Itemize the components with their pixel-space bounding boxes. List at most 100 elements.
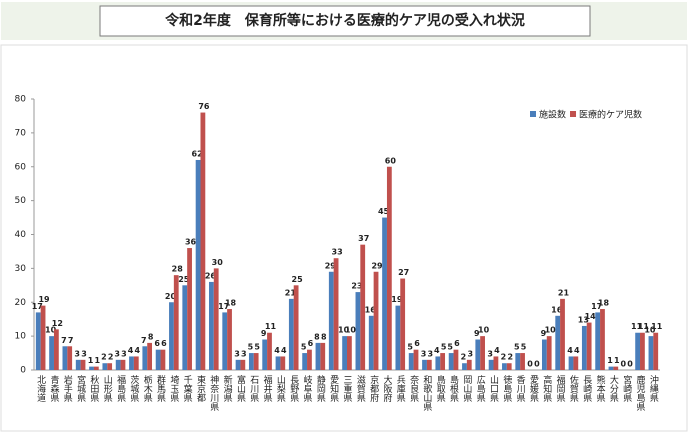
- x-tick-label: 長野県: [288, 375, 299, 403]
- bar: [115, 359, 121, 370]
- bar: [493, 356, 499, 370]
- data-label: 10: [478, 326, 490, 335]
- data-label: 60: [385, 156, 397, 165]
- bar: [280, 356, 286, 370]
- y-tick-label: 30: [15, 264, 27, 274]
- x-tick-label: 埼玉県: [168, 374, 179, 403]
- x-tick-label: 岩手県: [62, 374, 73, 403]
- data-label: 25: [178, 275, 190, 284]
- bar: [555, 315, 561, 370]
- bar: [102, 363, 108, 370]
- data-label: 45: [378, 207, 390, 216]
- x-tick-label: 鹿児島県: [635, 374, 646, 412]
- bar: [288, 298, 294, 370]
- bar: [475, 339, 481, 370]
- data-label: 17: [32, 302, 43, 311]
- x-tick-label: 沖縄県: [648, 374, 659, 403]
- x-tick-label: 長崎県: [581, 375, 592, 403]
- bar: [173, 275, 179, 370]
- x-tick-label: 山口県: [488, 375, 499, 403]
- bar: [422, 359, 427, 370]
- bar: [488, 359, 494, 370]
- data-label: 30: [212, 258, 224, 267]
- x-tick-label: 宮城県: [75, 374, 86, 403]
- bar: [440, 353, 446, 370]
- bar: [541, 339, 547, 370]
- x-tick-label: 香川県: [515, 375, 526, 403]
- bar: [502, 363, 507, 370]
- data-label: 19: [38, 295, 50, 304]
- data-label: 8: [314, 332, 320, 341]
- data-label: 0: [534, 360, 540, 369]
- data-label: 6: [454, 339, 460, 348]
- bar: [480, 336, 485, 370]
- data-label: 10: [338, 326, 350, 335]
- bar: [89, 366, 94, 370]
- data-label: 11: [638, 322, 650, 331]
- bar: [408, 353, 414, 370]
- bar: [248, 353, 254, 370]
- bar: [200, 112, 206, 371]
- bar: [613, 366, 619, 370]
- x-tick-label: 和歌山県: [421, 375, 432, 412]
- y-tick-label: 60: [15, 162, 27, 172]
- bar: [195, 159, 201, 370]
- bar: [653, 332, 659, 370]
- bar: [40, 305, 46, 370]
- bar: [75, 359, 81, 370]
- x-tick-label: 新潟県: [222, 374, 233, 403]
- data-label: 6: [161, 339, 167, 348]
- data-label: 2: [101, 353, 107, 362]
- data-label: 23: [351, 282, 362, 291]
- data-label: 11: [651, 322, 663, 331]
- x-tick-label: 群馬県: [155, 374, 166, 403]
- bar: [182, 285, 188, 370]
- x-tick-label: 石川県: [248, 375, 259, 403]
- x-tick-label: 栃木県: [142, 374, 153, 403]
- data-label: 4: [434, 346, 440, 355]
- bar: [213, 268, 219, 370]
- x-tick-label: 徳島県: [501, 374, 512, 403]
- data-label: 3: [114, 349, 120, 358]
- data-label: 9: [261, 329, 267, 338]
- x-tick-label: 福岡県: [555, 374, 566, 403]
- x-tick-label: 山形県: [102, 375, 113, 403]
- bar: [347, 336, 352, 370]
- x-tick-label: 京都府: [368, 374, 379, 403]
- x-tick-label: 愛知県: [328, 374, 339, 403]
- x-tick-label: 静岡県: [315, 374, 326, 403]
- bar: [262, 339, 268, 370]
- bar: [129, 356, 134, 370]
- y-tick-label: 40: [15, 230, 27, 240]
- data-label: 1: [95, 356, 101, 365]
- legend-swatch: [530, 111, 536, 117]
- data-label: 10: [644, 326, 656, 335]
- x-tick-label: 富山県: [235, 374, 246, 403]
- data-label: 7: [68, 336, 74, 345]
- bar: [328, 271, 334, 370]
- data-label: 4: [567, 346, 573, 355]
- bar: [320, 342, 326, 370]
- data-label: 3: [74, 349, 80, 358]
- data-label: 20: [165, 292, 177, 301]
- data-label: 11: [265, 322, 277, 331]
- data-label: 4: [494, 346, 500, 355]
- y-tick-label: 0: [20, 366, 26, 376]
- data-label: 13: [578, 315, 589, 324]
- bar: [209, 281, 214, 370]
- data-label: 21: [558, 288, 570, 297]
- data-label: 3: [81, 349, 87, 358]
- bar: [560, 298, 565, 370]
- x-tick-label: 広島県: [475, 374, 486, 403]
- data-label: 4: [281, 346, 287, 355]
- y-tick-label: 10: [15, 332, 27, 342]
- bar: [453, 349, 459, 370]
- y-tick-label: 50: [15, 196, 27, 206]
- data-label: 5: [301, 343, 307, 352]
- data-label: 36: [185, 238, 197, 247]
- bar: [435, 356, 441, 370]
- bar: [93, 366, 99, 370]
- data-label: 18: [225, 299, 237, 308]
- data-label: 0: [621, 360, 627, 369]
- bar: [227, 309, 232, 370]
